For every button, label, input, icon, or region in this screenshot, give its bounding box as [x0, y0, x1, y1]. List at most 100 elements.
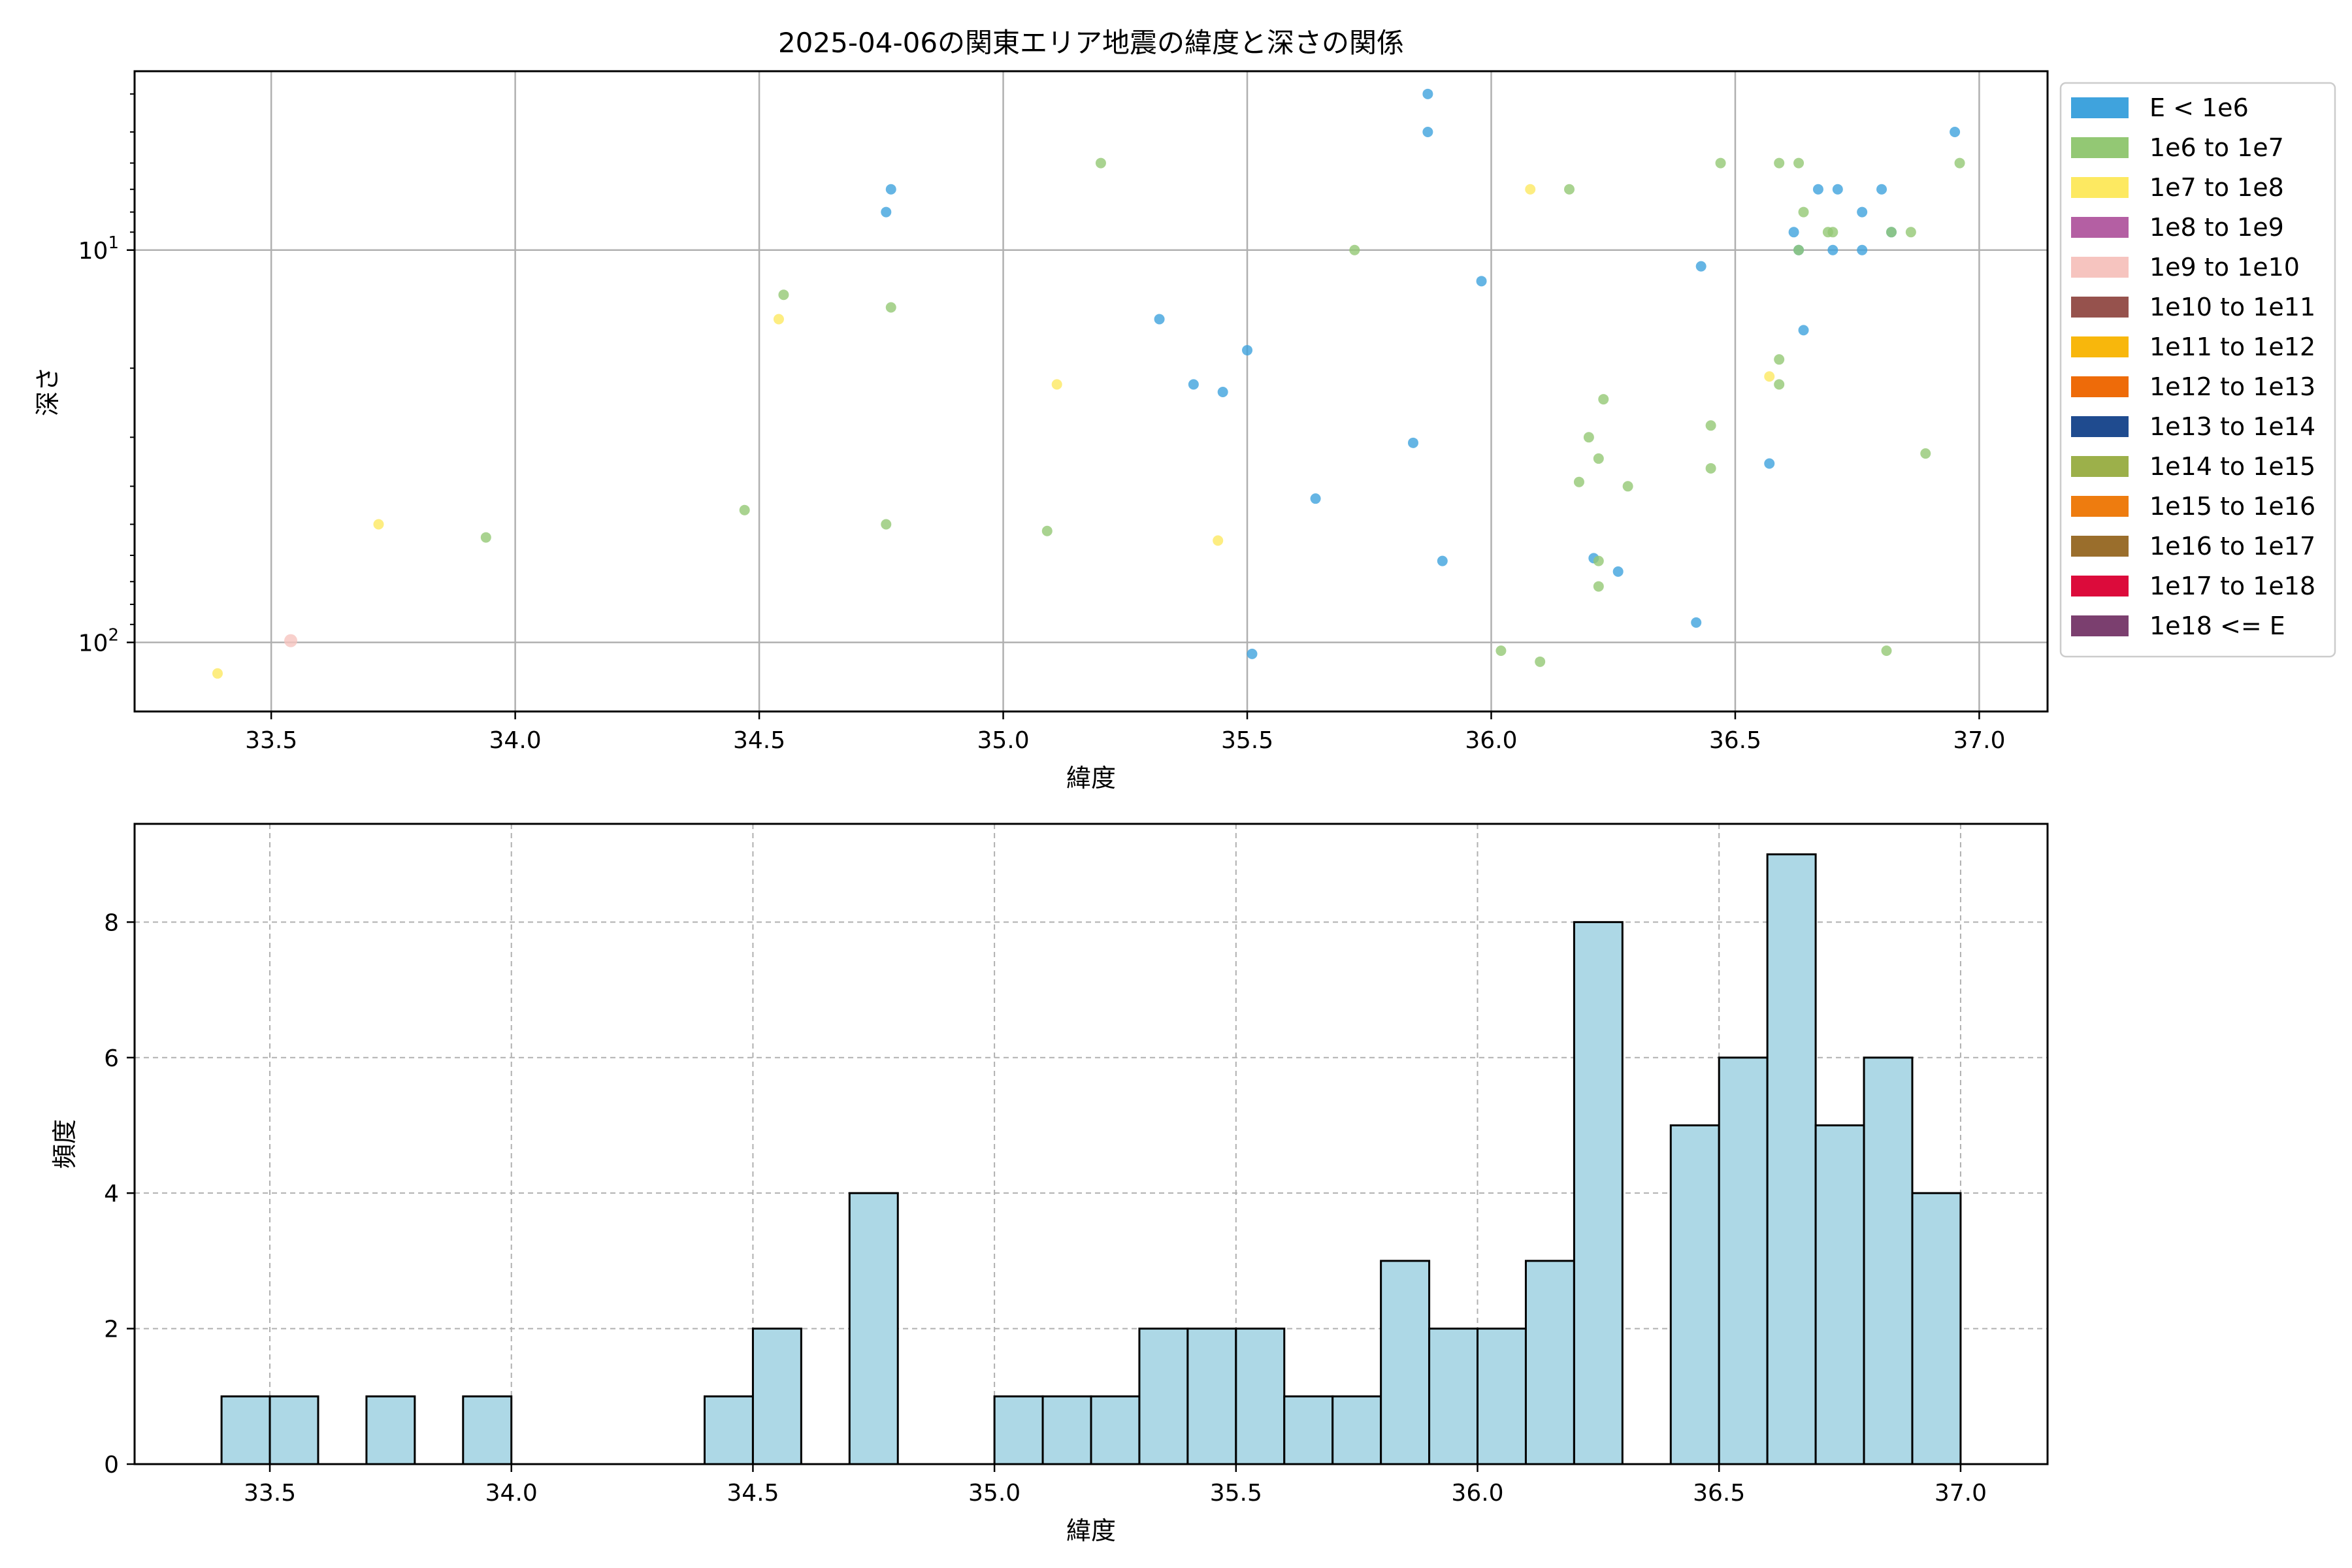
histogram-bar: [1428, 1328, 1479, 1465]
histogram-y-tick-label: 6: [104, 1045, 119, 1072]
histogram-bar: [1669, 1124, 1720, 1465]
scatter-y-tick-label: 102: [78, 625, 119, 657]
histogram-bar: [462, 1395, 513, 1465]
scatter-point: [1242, 345, 1253, 356]
histogram-bar: [703, 1395, 754, 1465]
histogram-y-tick-label: 2: [104, 1316, 119, 1343]
scatter-point: [1041, 525, 1053, 536]
scatter-point: [1774, 354, 1785, 365]
histogram-bar: [220, 1395, 271, 1465]
scatter-x-tick-label: 34.5: [733, 727, 785, 754]
scatter-point: [885, 184, 896, 195]
scatter-point: [1886, 227, 1897, 238]
histogram-bar: [1863, 1056, 1914, 1465]
scatter-legend: E < 1e6 1e6 to 1e7 1e7 to 1e8 1e8 to 1e9 1e9…: [2059, 82, 2336, 658]
scatter-point: [1691, 617, 1702, 628]
histogram-bar: [1090, 1395, 1141, 1465]
histogram-plot-frame: [133, 823, 2049, 1465]
scatter-point: [212, 668, 223, 679]
legend-swatch: [2071, 615, 2129, 636]
scatter-point: [1598, 394, 1609, 405]
legend-label: 1e10 to 1e11: [2149, 293, 2315, 321]
scatter-x-tick-label: 36.5: [1709, 727, 1761, 754]
legend-label: 1e18 <= E: [2149, 612, 2285, 640]
scatter-point: [1535, 656, 1546, 667]
histogram-x-axis-label: 緯度: [1066, 1516, 1116, 1545]
scatter-point: [1622, 481, 1633, 492]
legend-swatch: [2071, 257, 2129, 278]
scatter-point: [1612, 566, 1624, 577]
histogram-bar: [993, 1395, 1044, 1465]
scatter-point: [1593, 555, 1604, 566]
scatter-x-tick-label: 36.0: [1465, 727, 1517, 754]
scatter-point: [1764, 458, 1775, 469]
histogram-bar: [1235, 1328, 1286, 1465]
scatter-point: [1788, 227, 1799, 238]
legend-label: 1e12 to 1e13: [2149, 372, 2315, 401]
scatter-point: [1213, 535, 1224, 546]
legend-swatch: [2071, 456, 2129, 477]
scatter-x-tick-label: 35.5: [1221, 727, 1273, 754]
histogram-bars: [220, 853, 1962, 1465]
scatter-point: [1310, 493, 1321, 504]
scatter-point: [1247, 648, 1258, 659]
legend-label: 1e7 to 1e8: [2149, 173, 2284, 202]
legend-swatch: [2071, 297, 2129, 318]
scatter-point: [739, 504, 750, 515]
scatter-y-tick-exponent: 2: [108, 625, 119, 645]
scatter-x-tick-label: 34.0: [489, 727, 542, 754]
histogram-y-tick-label: 8: [104, 909, 119, 936]
legend-swatch: [2071, 416, 2129, 437]
histogram-bar: [1718, 1056, 1769, 1465]
scatter-y-tick-base: 10: [78, 238, 108, 265]
scatter-point: [1905, 227, 1916, 238]
histogram-y-ticks: 0 2 4 6 8: [104, 909, 135, 1478]
scatter-point: [1822, 227, 1833, 238]
histogram-panel: 33.5 34.0 34.5 35.0 35.5 36.0 36.5 37.0 0 2 4 6 8 緯…: [50, 823, 2049, 1545]
legend-swatch: [2071, 536, 2129, 557]
histogram-x-tick-label: 34.5: [727, 1480, 779, 1507]
scatter-legend-frame: [2059, 82, 2336, 658]
scatter-point: [1812, 184, 1823, 195]
histogram-bar: [848, 1192, 899, 1465]
histogram-bar: [1911, 1192, 1962, 1465]
scatter-x-tick-label: 37.0: [1953, 727, 2005, 754]
scatter-point: [1437, 555, 1448, 566]
histogram-bar: [1814, 1124, 1865, 1465]
scatter-point: [1715, 157, 1726, 169]
histogram-bar: [1138, 1328, 1189, 1465]
legend-swatch: [2071, 376, 2129, 397]
histogram-bar: [1524, 1260, 1575, 1465]
histogram-bar: [751, 1328, 802, 1465]
scatter-point: [1774, 157, 1785, 169]
scatter-point: [773, 314, 784, 325]
scatter-point: [1564, 184, 1575, 195]
scatter-point: [1217, 386, 1228, 397]
histogram-bar: [1041, 1395, 1092, 1465]
scatter-point: [1857, 206, 1868, 218]
histogram-bar: [1380, 1260, 1431, 1465]
scatter-panel: 2025-04-06の関東エリア地震の緯度と深さの関係 33.5 34.0 34.5…: [33, 27, 2336, 792]
legend-swatch: [2071, 177, 2129, 198]
scatter-point: [778, 289, 789, 301]
histogram-bar: [1477, 1328, 1527, 1465]
histogram-x-ticks: 33.5 34.0 34.5 35.0 35.5 36.0 36.5 37.0: [244, 1464, 1987, 1507]
scatter-gridlines: [135, 71, 2048, 711]
legend-swatch: [2071, 576, 2129, 596]
scatter-point: [1774, 379, 1785, 390]
scatter-point: [1705, 463, 1716, 474]
histogram-x-tick-label: 34.0: [485, 1480, 538, 1507]
legend-label: 1e8 to 1e9: [2149, 213, 2284, 242]
scatter-point: [1920, 448, 1931, 459]
scatter-point: [1593, 453, 1604, 464]
histogram-x-tick-label: 36.0: [1451, 1480, 1503, 1507]
scatter-x-tick-label: 35.0: [977, 727, 1029, 754]
scatter-x-ticks: 33.5 34.0 34.5 35.0 35.5 36.0 36.5 37.0: [245, 711, 2006, 754]
histogram-bar: [1573, 921, 1624, 1465]
scatter-y-tick-label: 101: [78, 233, 119, 265]
scatter-y-tick-base: 10: [78, 630, 108, 657]
scatter-point: [1764, 371, 1775, 382]
histogram-x-tick-label: 37.0: [1935, 1480, 1987, 1507]
histogram-bar: [1186, 1328, 1237, 1465]
